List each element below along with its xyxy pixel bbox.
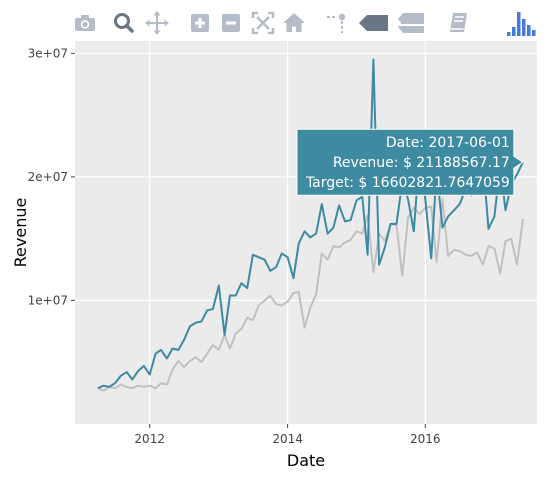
series-layer bbox=[97, 58, 524, 392]
x-axis-title: Date bbox=[287, 451, 325, 470]
y-axis: 1e+07 2e+07 3e+07 bbox=[28, 46, 75, 307]
plotly-bars-icon bbox=[507, 12, 536, 36]
x-tick-label: 2012 bbox=[134, 432, 165, 446]
download-plot-button[interactable] bbox=[70, 8, 100, 38]
hover-line: Target: $ 16602821.7647059 bbox=[305, 175, 510, 191]
hover-compare-button[interactable] bbox=[396, 8, 426, 38]
edit-chart-button[interactable] bbox=[444, 8, 474, 38]
pan-button[interactable] bbox=[142, 8, 172, 38]
y-tick-label: 2e+07 bbox=[28, 170, 68, 184]
zoom-out-button[interactable] bbox=[216, 8, 246, 38]
zoom-button[interactable] bbox=[109, 8, 139, 38]
autoscale-button[interactable] bbox=[248, 8, 278, 38]
zoom-in-button[interactable] bbox=[185, 8, 215, 38]
autoscale-icon bbox=[251, 11, 275, 35]
book-icon bbox=[450, 13, 467, 32]
hover-closest-button[interactable] bbox=[358, 8, 388, 38]
y-tick-label: 1e+07 bbox=[28, 293, 68, 307]
hover-box bbox=[296, 128, 524, 196]
minus-square-icon bbox=[222, 14, 240, 32]
modebar bbox=[70, 8, 550, 38]
plus-square-icon bbox=[191, 14, 209, 32]
move-arrows-icon bbox=[145, 11, 169, 35]
hover-closest-icon bbox=[359, 15, 388, 31]
hover-tooltip: Date: 2017-06-01 Revenue: $ 21188567.17 Ta… bbox=[296, 128, 524, 196]
x-tick-label: 2016 bbox=[410, 432, 441, 446]
magnifier-icon bbox=[114, 13, 134, 33]
y-tick-label: 3e+07 bbox=[28, 46, 68, 60]
hover-line: Revenue: $ 21188567.17 bbox=[333, 155, 510, 171]
plotly-logo-link[interactable] bbox=[502, 8, 540, 38]
x-axis: 2012 2014 2016 bbox=[134, 424, 441, 446]
camera-icon bbox=[75, 15, 95, 31]
x-tick-label: 2014 bbox=[272, 432, 303, 446]
hover-line: Date: 2017-06-01 bbox=[386, 135, 510, 151]
reset-axes-button[interactable] bbox=[279, 8, 309, 38]
toggle-spike-lines-button[interactable] bbox=[322, 8, 352, 38]
spike-lines-icon bbox=[327, 13, 346, 33]
revenue-series-line bbox=[97, 58, 524, 390]
target-series-line bbox=[97, 198, 524, 392]
home-icon bbox=[283, 13, 305, 32]
y-axis-title: Revenue bbox=[11, 198, 30, 268]
hover-compare-icon bbox=[396, 13, 426, 33]
